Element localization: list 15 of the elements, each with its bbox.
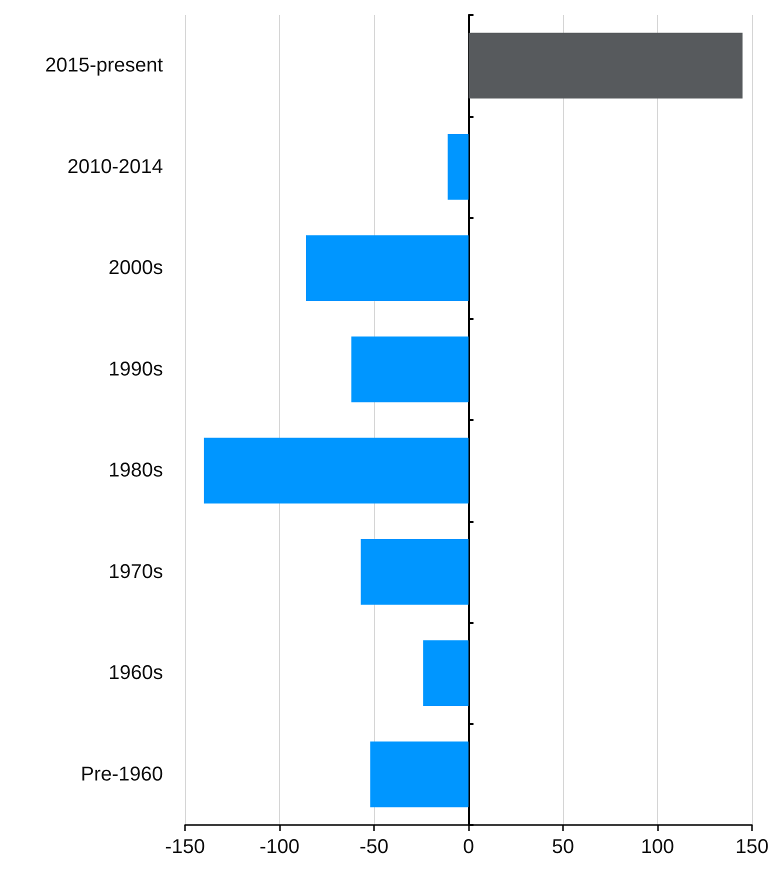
x-tick-label: 50: [552, 836, 574, 858]
y-tick-label: Pre-1960: [80, 763, 163, 786]
y-tick-label: 2015-present: [45, 54, 164, 77]
x-tick-label: 150: [735, 836, 769, 858]
y-tick-label: 2000s: [108, 257, 163, 280]
y-tick-label: 1960s: [108, 662, 163, 684]
x-tick-label: 0: [462, 836, 474, 858]
x-tick-label: -100: [259, 836, 300, 858]
x-tick-label: -150: [164, 836, 206, 858]
y-tick-label: 2010-2014: [67, 156, 163, 178]
y-tick-label: 1990s: [108, 358, 163, 380]
y-tick-label: 1980s: [108, 460, 163, 482]
x-tick-label: -50: [360, 836, 388, 858]
y-tick-label: 1970s: [108, 560, 163, 583]
x-tick-label: 100: [640, 836, 674, 858]
